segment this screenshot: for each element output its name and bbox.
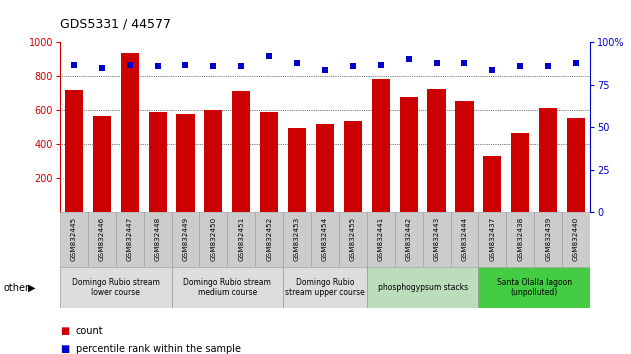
Bar bbox=[567, 118, 585, 212]
Point bbox=[208, 63, 218, 69]
Text: ■: ■ bbox=[60, 344, 69, 354]
Text: GSM832446: GSM832446 bbox=[99, 217, 105, 261]
Bar bbox=[478, 212, 506, 267]
Text: GSM832443: GSM832443 bbox=[433, 217, 440, 261]
Bar bbox=[260, 112, 278, 212]
Bar bbox=[172, 267, 283, 308]
Bar bbox=[511, 133, 529, 212]
Bar bbox=[539, 108, 557, 212]
Text: GDS5331 / 44577: GDS5331 / 44577 bbox=[60, 18, 171, 31]
Text: count: count bbox=[76, 326, 103, 336]
Point bbox=[292, 60, 302, 66]
Text: GSM832444: GSM832444 bbox=[461, 217, 468, 261]
Point bbox=[348, 63, 358, 69]
Text: GSM832440: GSM832440 bbox=[573, 217, 579, 261]
Point bbox=[515, 63, 525, 69]
Bar bbox=[288, 128, 306, 212]
Bar bbox=[311, 212, 339, 267]
Bar bbox=[367, 212, 395, 267]
Bar bbox=[121, 53, 139, 212]
Point bbox=[543, 63, 553, 69]
Text: GSM832449: GSM832449 bbox=[182, 217, 189, 261]
Point bbox=[375, 62, 386, 67]
Bar bbox=[177, 114, 194, 212]
Bar bbox=[451, 212, 478, 267]
Text: GSM832447: GSM832447 bbox=[127, 217, 133, 261]
Text: GSM832452: GSM832452 bbox=[266, 217, 272, 261]
Text: Domingo Rubio stream
lower course: Domingo Rubio stream lower course bbox=[72, 278, 160, 297]
Bar bbox=[148, 112, 167, 212]
Text: Domingo Rubio stream
medium course: Domingo Rubio stream medium course bbox=[184, 278, 271, 297]
Bar bbox=[88, 212, 115, 267]
Point bbox=[153, 63, 163, 69]
Text: Domingo Rubio
stream upper course: Domingo Rubio stream upper course bbox=[285, 278, 365, 297]
Point bbox=[69, 62, 79, 67]
Bar bbox=[483, 156, 502, 212]
Text: ■: ■ bbox=[60, 326, 69, 336]
Bar bbox=[255, 212, 283, 267]
Text: GSM832448: GSM832448 bbox=[155, 217, 160, 261]
Text: ▶: ▶ bbox=[28, 282, 36, 293]
Bar bbox=[227, 212, 255, 267]
Point bbox=[97, 65, 107, 71]
Text: GSM832441: GSM832441 bbox=[378, 217, 384, 261]
Text: GSM832450: GSM832450 bbox=[210, 217, 216, 261]
Text: other: other bbox=[3, 282, 29, 293]
Text: phosphogypsum stacks: phosphogypsum stacks bbox=[377, 283, 468, 292]
Bar bbox=[204, 110, 223, 212]
Bar bbox=[395, 212, 423, 267]
Bar bbox=[93, 115, 111, 212]
Point bbox=[571, 60, 581, 66]
Point bbox=[487, 67, 497, 73]
Bar bbox=[144, 212, 172, 267]
Bar bbox=[172, 212, 199, 267]
Bar bbox=[232, 91, 251, 212]
Point bbox=[432, 60, 442, 66]
Bar bbox=[344, 121, 362, 212]
Bar bbox=[456, 101, 473, 212]
Text: GSM832445: GSM832445 bbox=[71, 217, 77, 261]
Bar bbox=[283, 267, 367, 308]
Text: GSM832454: GSM832454 bbox=[322, 217, 328, 261]
Bar bbox=[399, 97, 418, 212]
Point bbox=[236, 63, 246, 69]
Bar bbox=[65, 90, 83, 212]
Bar bbox=[115, 212, 144, 267]
Point bbox=[125, 62, 135, 67]
Bar bbox=[199, 212, 227, 267]
Text: GSM832437: GSM832437 bbox=[490, 217, 495, 261]
Text: GSM832439: GSM832439 bbox=[545, 217, 551, 261]
Bar bbox=[562, 212, 590, 267]
Bar bbox=[478, 267, 590, 308]
Bar bbox=[339, 212, 367, 267]
Text: percentile rank within the sample: percentile rank within the sample bbox=[76, 344, 240, 354]
Text: GSM832442: GSM832442 bbox=[406, 217, 411, 261]
Bar bbox=[372, 79, 390, 212]
Point bbox=[264, 53, 274, 59]
Bar bbox=[423, 212, 451, 267]
Bar bbox=[283, 212, 311, 267]
Bar bbox=[60, 212, 88, 267]
Bar bbox=[427, 89, 445, 212]
Point bbox=[320, 67, 330, 73]
Point bbox=[180, 62, 191, 67]
Text: GSM832455: GSM832455 bbox=[350, 217, 356, 261]
Text: GSM832453: GSM832453 bbox=[294, 217, 300, 261]
Text: GSM832451: GSM832451 bbox=[239, 217, 244, 261]
Text: Santa Olalla lagoon
(unpolluted): Santa Olalla lagoon (unpolluted) bbox=[497, 278, 572, 297]
Bar bbox=[60, 267, 172, 308]
Bar bbox=[316, 124, 334, 212]
Bar bbox=[367, 267, 478, 308]
Point bbox=[404, 57, 414, 62]
Text: GSM832438: GSM832438 bbox=[517, 217, 523, 261]
Point bbox=[459, 60, 469, 66]
Bar bbox=[534, 212, 562, 267]
Bar bbox=[506, 212, 534, 267]
